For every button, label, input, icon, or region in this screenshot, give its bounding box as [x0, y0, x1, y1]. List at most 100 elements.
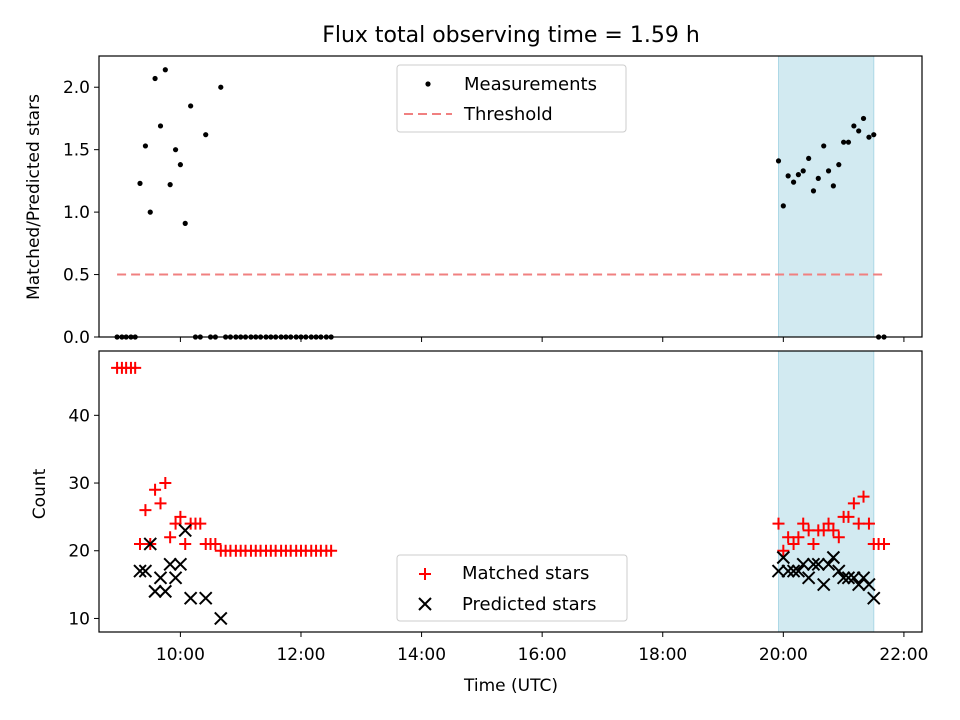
matched-star-point: [807, 537, 820, 550]
x-axis-label: Time (UTC): [463, 676, 558, 696]
measurement-point: [785, 173, 791, 179]
matched-star-point: [792, 531, 805, 544]
predicted-star-point: [851, 577, 866, 592]
x-tick-label: 14:00: [397, 645, 446, 665]
bottom-y-axis-label: Count: [30, 468, 50, 519]
bottom-y-tick-label: 30: [68, 474, 90, 494]
measurement-point: [780, 203, 786, 209]
top-y-tick-label: 0.0: [63, 328, 90, 348]
measurement-point: [203, 132, 209, 138]
x-tick-label: 12:00: [276, 645, 325, 665]
matched-star-point: [847, 497, 860, 510]
measurement-point: [810, 188, 817, 194]
matched-star-point: [782, 531, 795, 544]
predicted-star-point: [168, 571, 183, 585]
predicted-star-point: [867, 591, 881, 605]
measurement-point: [821, 143, 827, 149]
measurement-point: [841, 139, 847, 145]
measurement-point: [167, 182, 173, 188]
predicted-star-point: [781, 564, 795, 578]
x-tick-label: 10:00: [156, 645, 205, 665]
predicted-star-point: [832, 564, 846, 578]
predicted-star-point: [163, 557, 177, 571]
predicted-star-point: [133, 564, 147, 578]
predicted-star-point: [776, 550, 791, 565]
bottom-legend-box: [396, 554, 628, 622]
bottom-shaded-span: [778, 350, 875, 633]
measurement-point: [790, 179, 797, 185]
measurement-point: [815, 175, 821, 181]
bottom-panel: 10 20 30 40 10:00 12:00 14:00 16:00 18:00 20:00 2…: [30, 350, 928, 696]
matched-star-point: [174, 510, 187, 523]
matched-star-point: [159, 477, 172, 490]
bottom-y-tick-label: 10: [68, 609, 90, 629]
top-x-ticks: [179, 337, 905, 342]
predicted-star-point: [821, 557, 836, 571]
matched-star-point: [862, 517, 875, 530]
matched-star-point: [852, 517, 865, 530]
top-shaded-span: [778, 55, 875, 338]
measurement-point: [856, 128, 862, 134]
measurement-point: [775, 158, 782, 164]
matched-star-point: [194, 517, 207, 530]
predicted-star-point: [791, 564, 806, 578]
legend-predicted-label: Predicted stars: [462, 594, 596, 615]
predicted-star-point: [199, 591, 213, 605]
matched-star-point: [169, 517, 182, 530]
predicted-star-point: [153, 571, 168, 585]
predicted-star-point: [796, 557, 810, 571]
predicted-star-point: [771, 564, 786, 578]
top-y-tick-label: 2.0: [63, 78, 90, 98]
matched-star-point: [149, 483, 162, 496]
matched-star-point: [878, 537, 891, 550]
top-y-tick-label: 1.5: [63, 141, 90, 161]
measurement-point: [137, 180, 143, 186]
legend-measurements-label: Measurements: [464, 74, 597, 95]
bottom-y-ticks: 10 20 30 40: [68, 406, 99, 629]
x-tick-label: 16:00: [518, 645, 567, 665]
top-y-tick-label: 0.5: [63, 266, 90, 286]
bottom-y-tick-label: 40: [68, 406, 90, 426]
legend-matched-label: Matched stars: [462, 563, 589, 584]
matched-star-point: [164, 531, 177, 544]
matched-star-point: [325, 544, 338, 557]
measurement-point: [182, 220, 188, 226]
matched-star-point: [827, 524, 840, 537]
measurement-point: [147, 209, 153, 215]
bottom-y-tick-label: 20: [68, 542, 90, 562]
matched-star-point: [209, 537, 222, 550]
matched-star-point: [822, 517, 835, 530]
measurement-point: [188, 103, 194, 109]
matched-star-point: [857, 490, 870, 503]
bottom-data-points: [111, 361, 891, 626]
x-tick-label: 18:00: [638, 645, 687, 665]
measurement-point: [851, 123, 857, 129]
top-y-axis-label: Matched/Predicted stars: [24, 94, 44, 300]
measurement-point: [806, 155, 812, 162]
measurement-point: [836, 162, 842, 168]
measurement-point: [162, 67, 168, 73]
measurement-point: [860, 115, 867, 122]
matched-star-point: [139, 504, 152, 517]
predicted-star-point: [836, 571, 851, 585]
predicted-star-point: [183, 591, 198, 605]
measurement-point: [825, 168, 832, 174]
measurement-point: [152, 75, 158, 82]
measurement-point: [845, 139, 852, 145]
matched-star-point: [129, 361, 142, 374]
legend-predicted-marker: [418, 597, 432, 611]
predicted-star-point: [173, 557, 188, 571]
bottom-legend: Matched stars Predicted stars: [396, 554, 628, 622]
predicted-star-point: [826, 550, 841, 565]
matched-star-point: [832, 531, 845, 544]
matched-star-point: [777, 544, 790, 557]
predicted-star-point: [786, 564, 801, 578]
predicted-star-point: [801, 571, 816, 585]
predicted-star-point: [862, 577, 876, 592]
matched-star-point: [772, 517, 785, 530]
predicted-star-point: [143, 537, 157, 551]
top-axes-frame: [98, 55, 923, 338]
measurement-point: [157, 123, 164, 129]
top-y-ticks: 0.0 0.5 1.0 1.5 2.0: [63, 78, 99, 348]
